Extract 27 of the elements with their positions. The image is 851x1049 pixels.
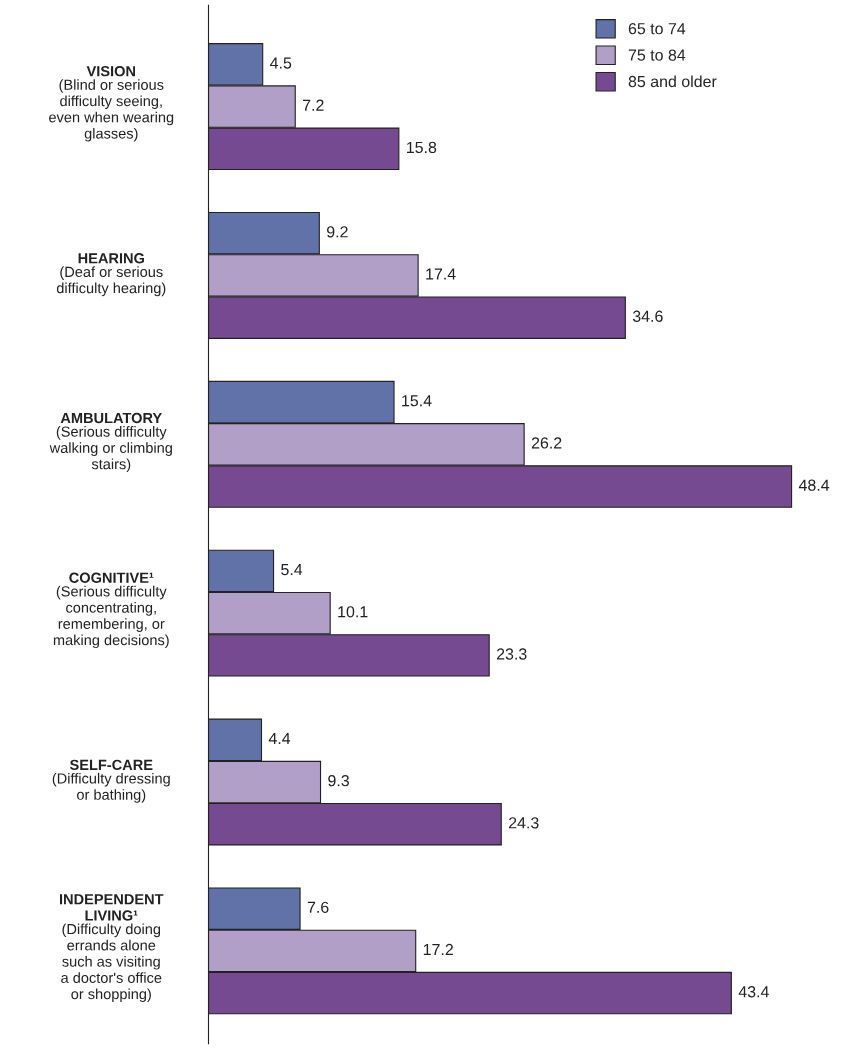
data-label: 9.2 <box>327 226 348 238</box>
data-label: 7.2 <box>303 99 324 111</box>
data-label: 4.4 <box>268 732 291 744</box>
y-tick-label: VISION (Blind or serious difficulty seeing, even when wearing glasses) <box>49 66 174 142</box>
data-label: 48.4 <box>798 479 830 491</box>
y-tick-label: INDEPENDENT LIVING¹ (Difficulty doing errands alone such as visiting a doctor's office or shopping) <box>59 894 164 1003</box>
data-label: 24.3 <box>508 817 539 829</box>
data-label: 26.2 <box>531 437 562 449</box>
data-label: 34.6 <box>632 310 663 322</box>
data-label: 43.4 <box>738 986 769 998</box>
legend-label: 75 to 84 <box>628 49 686 61</box>
data-label: 9.3 <box>328 774 349 787</box>
data-label: 17.2 <box>423 943 453 956</box>
y-tick-label: AMBULATORY (Serious difficulty walking or climbing stairs) <box>49 412 172 473</box>
data-label: 7.6 <box>307 901 329 913</box>
data-label: 15.4 <box>402 395 432 407</box>
data-label: 23.3 <box>496 648 527 660</box>
legend-label: 65 to 74 <box>628 23 686 35</box>
legend-label: 85 and older <box>628 75 717 88</box>
data-label: 17.4 <box>426 268 456 280</box>
y-tick-label: HEARING (Deaf or serious difficulty hearing) <box>56 253 166 297</box>
data-label: 10.1 <box>338 606 368 618</box>
y-tick-label: SELF-CARE (Difficulty dressing or bathing) <box>52 759 170 803</box>
y-tick-label: COGNITIVE¹ (Serious difficulty concentrating, remembering, or making decisions) <box>53 572 169 649</box>
data-label: 15.8 <box>407 141 437 154</box>
data-label: 4.5 <box>270 57 292 69</box>
data-label: 5.4 <box>281 564 303 576</box>
